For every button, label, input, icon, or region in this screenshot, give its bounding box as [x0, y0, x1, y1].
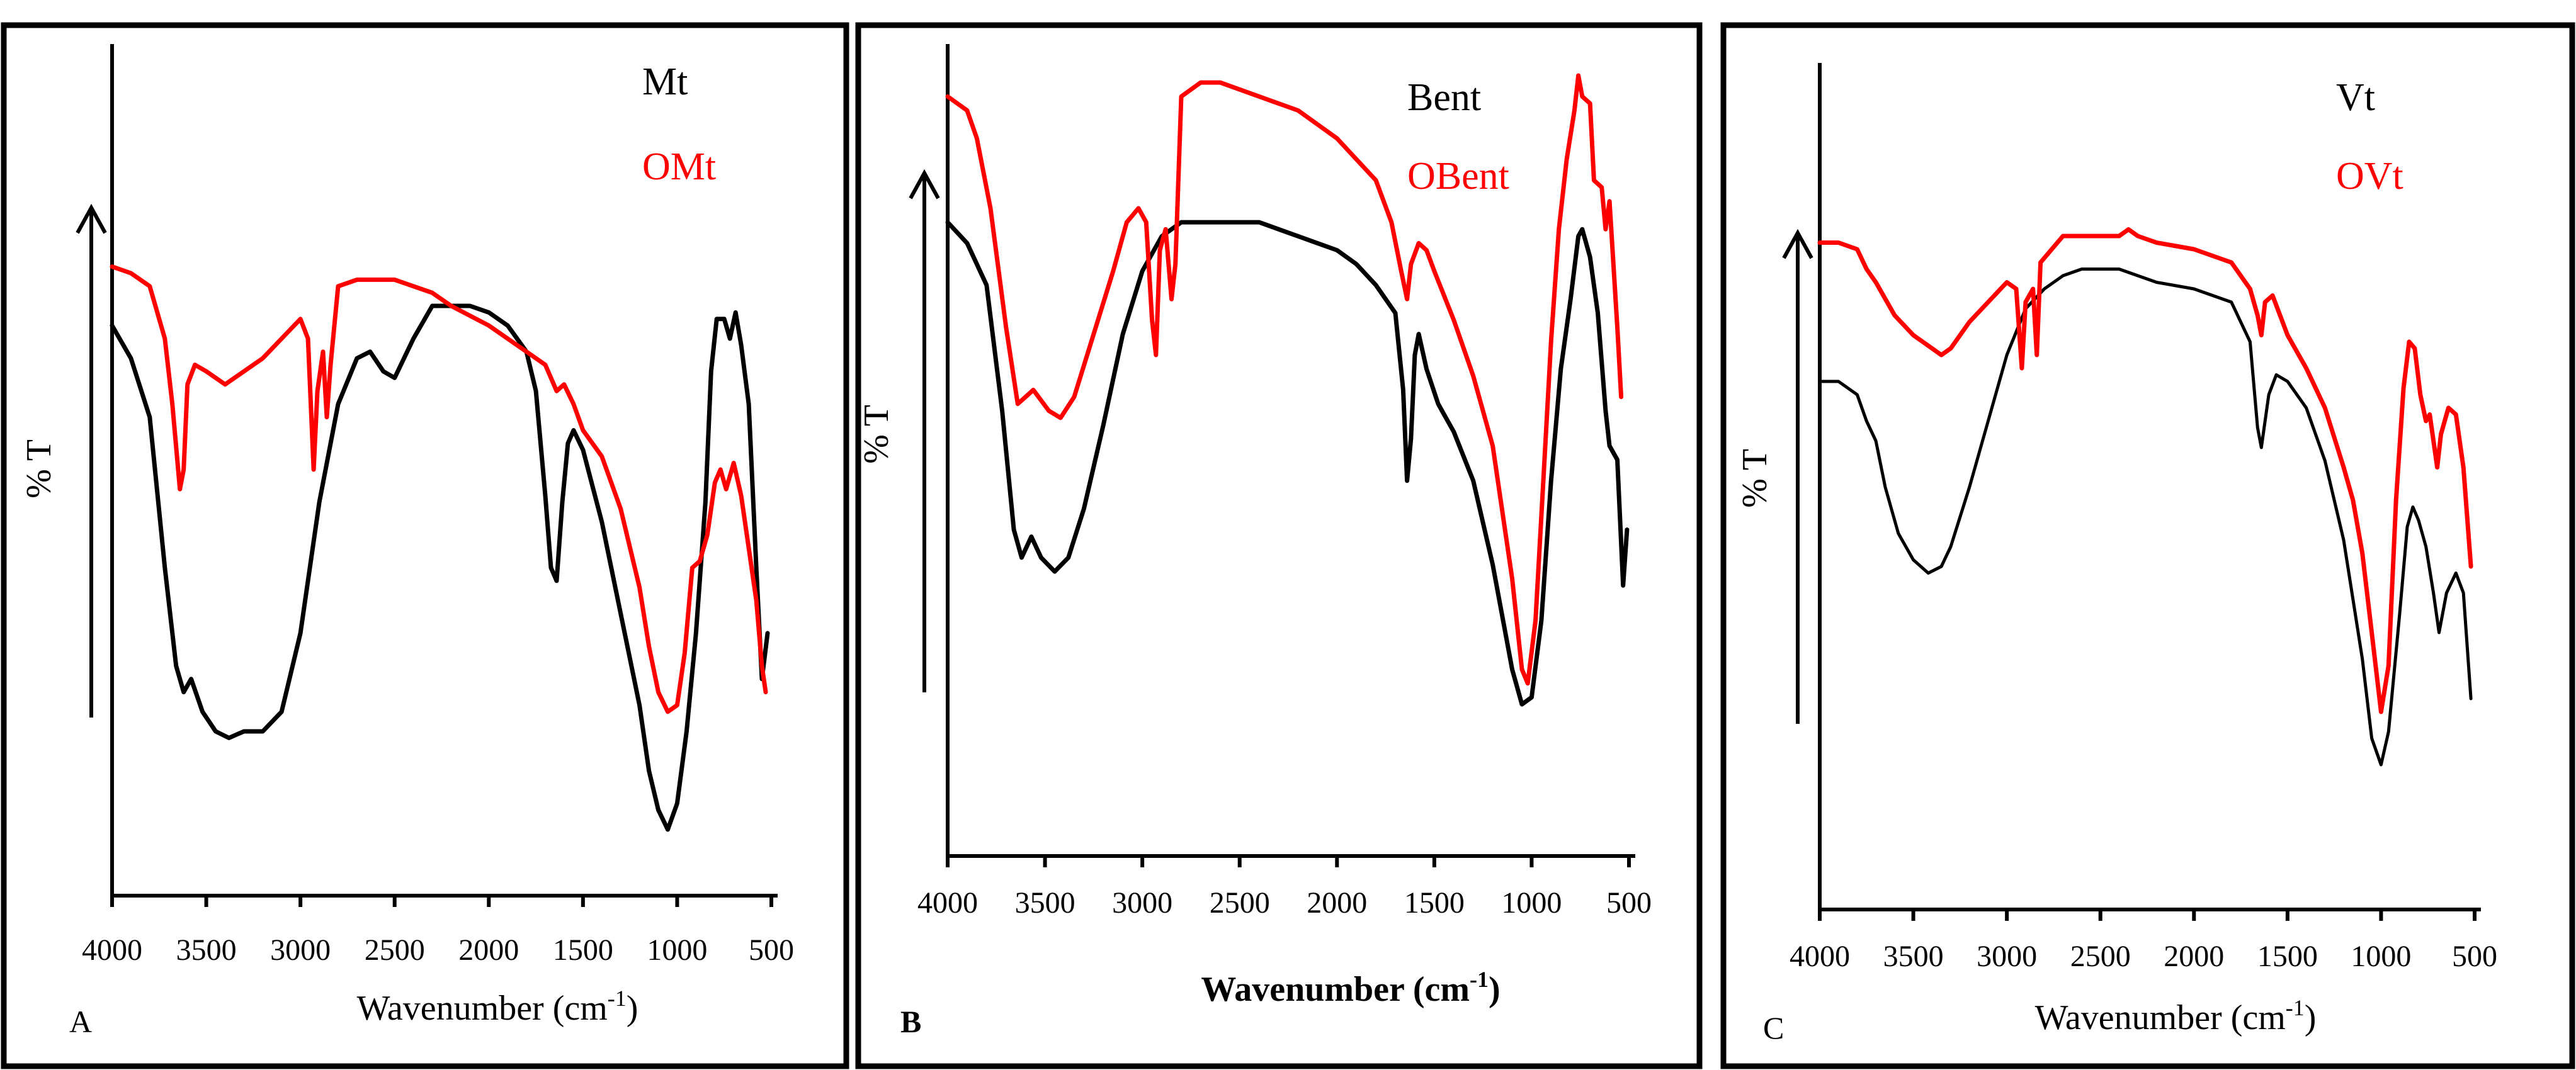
panel-a-x-tick-label: 4000	[82, 933, 142, 967]
panel-c-letter: C	[1763, 1010, 1784, 1045]
panel-a-x-tick-label: 3000	[270, 933, 331, 967]
panel-b-frame	[855, 22, 1703, 1069]
panel-a-legend-mt: Mt	[642, 60, 688, 103]
panel-c-x-axis-label: Wavenumber (cm-1)	[2035, 995, 2317, 1037]
panel-c-series-vt	[1818, 268, 2473, 767]
panel-c-legend-ovt: OVt	[2336, 155, 2403, 198]
panel-b-x-tick-label: 2500	[1210, 886, 1270, 920]
panel-b-x-tick-label: 1500	[1404, 886, 1465, 920]
panel-c-x-tick-label: 3500	[1883, 940, 1944, 973]
panel-c-x-tick-label: 2000	[2164, 940, 2224, 973]
panel-a-legend-omt: OMt	[642, 145, 716, 188]
panel-c-x-tick-label: 500	[2452, 940, 2497, 973]
panel-c-y-axis-label: % T	[1735, 449, 1774, 508]
panel-c: 4000 3500 3000 2500 2000 1500 1000 500 Wavenumbe…	[1720, 22, 2575, 1069]
panel-b-x-axis-label: Wavenumber (cm-1)	[1201, 967, 1500, 1009]
panel-c-series-ovt	[1817, 227, 2473, 714]
panel-b-x-tick-label: 2000	[1307, 886, 1367, 920]
panel-c-x-tick-label: 3000	[1977, 940, 2037, 973]
panel-a-x-axis-label: Wavenumber (cm-1)	[357, 986, 638, 1028]
panel-b-letter: B	[900, 1004, 921, 1039]
panel-b-x-tick-label: 3000	[1112, 886, 1172, 920]
panel-a-x-tick-label: 1000	[647, 933, 707, 967]
panel-a-x-tick-label: 2000	[458, 933, 519, 967]
panel-c-arrow-head-icon	[1782, 228, 1813, 259]
panel-b-legend-obent: OBent	[1407, 155, 1509, 198]
panel-b-legend-bent: Bent	[1407, 76, 1481, 119]
panel-b-y-axis-label: % T	[857, 405, 896, 464]
panel-c-legend-vt: Vt	[2336, 76, 2375, 119]
panel-b: 4000 3500 3000 2500 2000 1500 1000 500 Wavenumbe…	[855, 22, 1703, 1069]
panel-b-arrow-head-icon	[909, 169, 940, 200]
panel-a-x-tick-label: 500	[749, 933, 794, 967]
panel-c-frame	[1720, 22, 2575, 1069]
panel-c-x-tick-label: 1000	[2351, 940, 2411, 973]
panel-a-arrow-head-icon	[76, 203, 107, 234]
panel-b-series-obent	[945, 73, 1624, 686]
panel-a-x-tick-label: 3500	[176, 933, 237, 967]
panel-b-x-tick-label: 1000	[1501, 886, 1562, 920]
panel-b-x-tick-label: 4000	[917, 886, 978, 920]
panel-a-letter: A	[69, 1004, 92, 1039]
panel-a-series-omt	[110, 264, 768, 714]
panel-a-y-axis-label: % T	[20, 439, 59, 498]
panel-c-x-tick-label: 4000	[1790, 940, 1850, 973]
panel-a-x-tick-label: 2500	[365, 933, 425, 967]
panel-c-x-tick-label: 1500	[2257, 940, 2318, 973]
panel-b-series-bent	[945, 220, 1630, 707]
panel-a-x-tick-label: 1500	[553, 933, 613, 967]
panel-c-x-tick-label: 2500	[2070, 940, 2131, 973]
panel-a: 4000 3500 3000 2500 2000 1500 1000 500 Wavenumbe…	[1, 22, 849, 1069]
panel-b-x-tick-label: 500	[1606, 886, 1652, 920]
panel-b-x-tick-label: 3500	[1015, 886, 1075, 920]
panel-a-series-mt	[110, 303, 770, 832]
panel-a-frame	[1, 22, 849, 1069]
